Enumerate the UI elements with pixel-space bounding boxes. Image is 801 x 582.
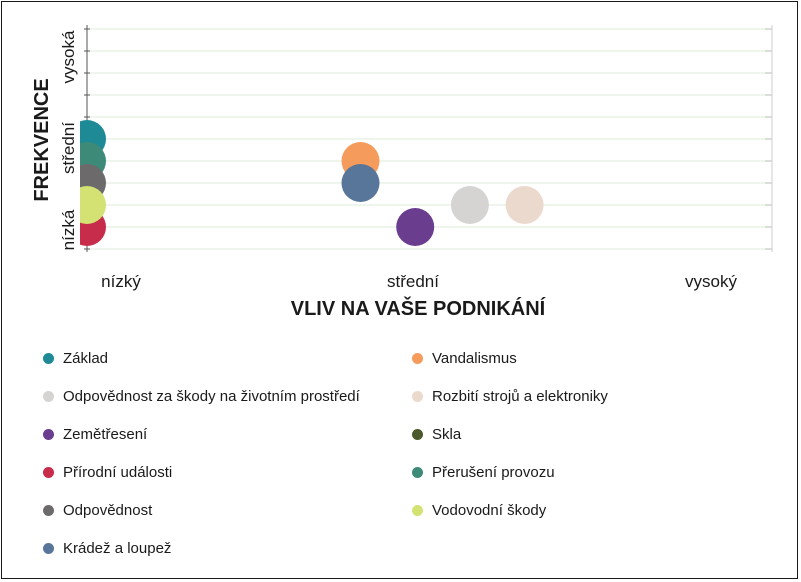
bubble-point	[80, 186, 106, 224]
y-tick-label: vysoká	[59, 30, 78, 83]
x-tick-label: střední	[387, 272, 439, 291]
x-tick-label: vysoký	[685, 272, 737, 291]
x-tick-label: nízký	[101, 272, 141, 291]
y-tick-label: střední	[59, 122, 78, 174]
bubble-point	[450, 186, 489, 224]
bubble-point	[396, 208, 435, 246]
bubble-point	[341, 164, 380, 202]
x-axis-title: VLIV NA VAŠE PODNIKÁNÍ	[291, 296, 546, 320]
y-tick-label: nízká	[59, 209, 78, 250]
bubble-point	[505, 186, 544, 224]
bubble-layer	[80, 120, 544, 246]
y-axis-title: FREKVENCE	[31, 78, 53, 201]
